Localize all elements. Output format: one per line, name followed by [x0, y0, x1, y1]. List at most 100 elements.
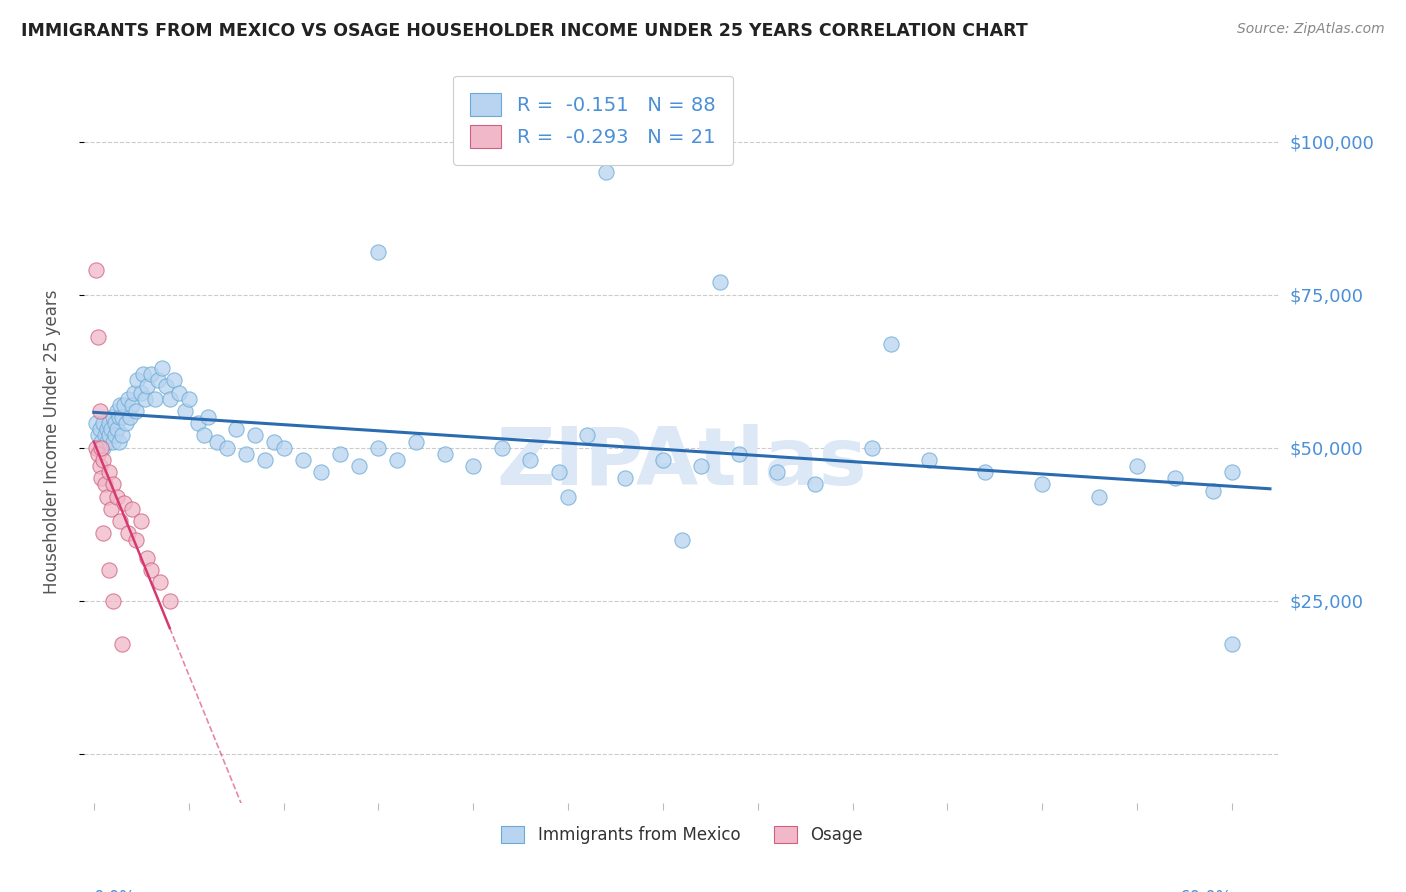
Point — [86, 428, 108, 442]
Point — [136, 550, 159, 565]
Point — [547, 465, 569, 479]
Point — [100, 422, 122, 436]
Point — [124, 533, 146, 547]
Point — [89, 458, 111, 473]
Point — [879, 336, 901, 351]
Point — [118, 410, 141, 425]
Point — [974, 465, 997, 479]
Point — [205, 434, 228, 449]
Point — [121, 398, 143, 412]
Point — [91, 416, 114, 430]
Point — [86, 330, 108, 344]
Point — [215, 441, 238, 455]
Text: 0.0%: 0.0% — [94, 888, 136, 892]
Point — [576, 428, 599, 442]
Point — [104, 416, 127, 430]
Point — [143, 392, 166, 406]
Point — [84, 263, 107, 277]
Point — [121, 502, 143, 516]
Point — [105, 422, 128, 436]
Point — [614, 471, 637, 485]
Point — [111, 428, 134, 442]
Point — [84, 441, 107, 455]
Point — [90, 434, 112, 449]
Point — [122, 385, 145, 400]
Legend: Immigrants from Mexico, Osage: Immigrants from Mexico, Osage — [492, 817, 872, 852]
Point — [197, 410, 219, 425]
Point — [94, 477, 117, 491]
Text: 60.0%: 60.0% — [1180, 888, 1232, 892]
Point — [89, 404, 111, 418]
Point — [1031, 477, 1053, 491]
Point — [671, 533, 693, 547]
Point — [134, 392, 156, 406]
Point — [90, 441, 112, 455]
Point — [124, 404, 146, 418]
Point — [225, 422, 247, 436]
Point — [491, 441, 513, 455]
Point — [174, 404, 197, 418]
Point — [129, 514, 152, 528]
Point — [90, 471, 112, 485]
Text: Source: ZipAtlas.com: Source: ZipAtlas.com — [1237, 22, 1385, 37]
Point — [98, 428, 121, 442]
Point — [100, 502, 122, 516]
Point — [89, 422, 111, 436]
Text: IMMIGRANTS FROM MEXICO VS OSAGE HOUSEHOLDER INCOME UNDER 25 YEARS CORRELATION CH: IMMIGRANTS FROM MEXICO VS OSAGE HOUSEHOL… — [21, 22, 1028, 40]
Point — [98, 416, 121, 430]
Point — [387, 453, 409, 467]
Point — [96, 490, 118, 504]
Point — [136, 379, 159, 393]
Point — [96, 422, 118, 436]
Point — [91, 453, 114, 467]
Point — [557, 490, 579, 504]
Point — [595, 165, 617, 179]
Point — [149, 575, 172, 590]
Point — [433, 447, 456, 461]
Point — [177, 392, 200, 406]
Point — [129, 385, 152, 400]
Point — [367, 441, 389, 455]
Point — [253, 453, 276, 467]
Point — [765, 465, 787, 479]
Point — [329, 447, 352, 461]
Text: ZIPAtlas: ZIPAtlas — [496, 425, 868, 502]
Point — [117, 392, 139, 406]
Point — [84, 416, 107, 430]
Point — [91, 526, 114, 541]
Point — [139, 367, 162, 381]
Point — [132, 367, 155, 381]
Point — [1220, 637, 1243, 651]
Point — [167, 385, 190, 400]
Point — [193, 428, 215, 442]
Point — [1126, 458, 1149, 473]
Point — [1088, 490, 1111, 504]
Point — [291, 453, 314, 467]
Point — [727, 447, 749, 461]
Point — [112, 398, 135, 412]
Point — [349, 458, 371, 473]
Point — [1220, 465, 1243, 479]
Point — [1164, 471, 1187, 485]
Point — [107, 410, 129, 425]
Point — [117, 526, 139, 541]
Point — [98, 563, 121, 577]
Point — [162, 373, 184, 387]
Point — [98, 465, 121, 479]
Point — [96, 434, 118, 449]
Point — [101, 410, 124, 425]
Point — [463, 458, 485, 473]
Point — [235, 447, 257, 461]
Point — [105, 404, 128, 418]
Point — [111, 410, 134, 425]
Point — [803, 477, 825, 491]
Point — [139, 563, 162, 577]
Point — [1202, 483, 1225, 498]
Point — [405, 434, 427, 449]
Y-axis label: Householder Income Under 25 years: Householder Income Under 25 years — [42, 289, 60, 594]
Point — [917, 453, 939, 467]
Point — [155, 379, 177, 393]
Point — [101, 477, 124, 491]
Point — [150, 361, 173, 376]
Point — [652, 453, 675, 467]
